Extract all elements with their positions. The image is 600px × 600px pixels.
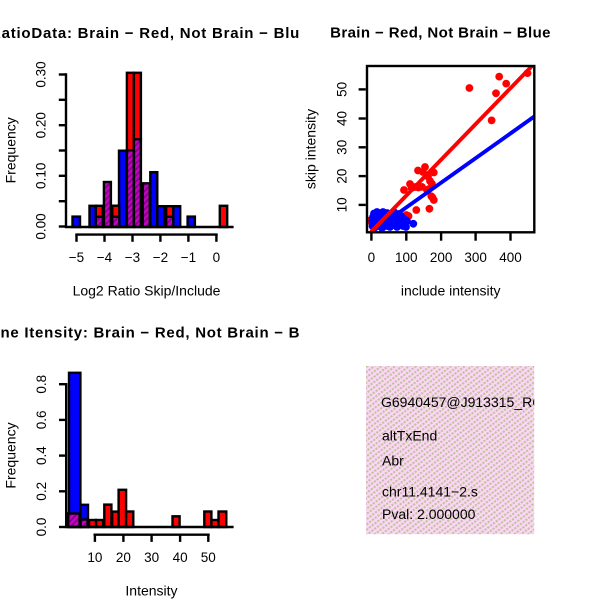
svg-text:0: 0 [368, 250, 376, 265]
svg-text:400: 400 [499, 250, 522, 265]
svg-text:−5: −5 [69, 250, 84, 265]
svg-text:100: 100 [395, 250, 418, 265]
svg-text:−1: −1 [181, 250, 196, 265]
svg-text:Frequency: Frequency [3, 422, 19, 488]
svg-text:0.6: 0.6 [34, 411, 49, 430]
svg-text:10: 10 [87, 550, 102, 565]
svg-text:0.10: 0.10 [34, 163, 49, 189]
svg-text:0.00: 0.00 [34, 213, 49, 239]
svg-text:40: 40 [335, 111, 350, 126]
svg-text:10: 10 [335, 197, 350, 212]
svg-text:30: 30 [144, 550, 159, 565]
svg-text:20: 20 [116, 550, 131, 565]
svg-text:G6940457@J913315_RC1: G6940457@J913315_RC1 [381, 394, 550, 410]
svg-text:chr11.4141−2.s: chr11.4141−2.s [382, 484, 478, 500]
svg-text:0.20: 0.20 [34, 112, 49, 138]
svg-text:20: 20 [335, 169, 350, 184]
svg-text:Intensity: Intensity [125, 583, 177, 599]
svg-text:0.0: 0.0 [34, 518, 49, 537]
svg-text:Brain − Red, Not Brain − Blue: Brain − Red, Not Brain − Blue [330, 25, 551, 42]
svg-text:Log2 Ratio Skip/Include: Log2 Ratio Skip/Include [73, 282, 221, 298]
svg-text:50: 50 [335, 82, 350, 97]
svg-text:Frequency: Frequency [3, 117, 19, 183]
svg-text:200: 200 [430, 250, 453, 265]
svg-text:−2: −2 [153, 250, 168, 265]
svg-text:skip intensity: skip intensity [303, 109, 319, 189]
svg-text:0.8: 0.8 [34, 375, 49, 394]
svg-text:RatioData: Brain − Red, Not Br: RatioData: Brain − Red, Not Brain − Blue [0, 25, 309, 42]
svg-text:Pval: 2.000000: Pval: 2.000000 [382, 506, 476, 522]
svg-text:Gene Itensity: Brain − Red, No: Gene Itensity: Brain − Red, Not Brain − … [0, 324, 324, 341]
svg-text:altTxEnd: altTxEnd [382, 428, 437, 444]
svg-text:50: 50 [201, 550, 216, 565]
svg-text:include intensity: include intensity [401, 282, 501, 298]
svg-text:0: 0 [213, 250, 221, 265]
svg-text:−3: −3 [125, 250, 140, 265]
svg-text:−4: −4 [97, 250, 113, 265]
svg-text:30: 30 [335, 140, 350, 155]
svg-text:40: 40 [173, 550, 188, 565]
svg-text:0.30: 0.30 [34, 61, 49, 87]
svg-text:Abr: Abr [382, 453, 404, 469]
svg-text:0.2: 0.2 [34, 482, 49, 501]
svg-text:0.4: 0.4 [34, 446, 49, 465]
svg-text:300: 300 [464, 250, 487, 265]
